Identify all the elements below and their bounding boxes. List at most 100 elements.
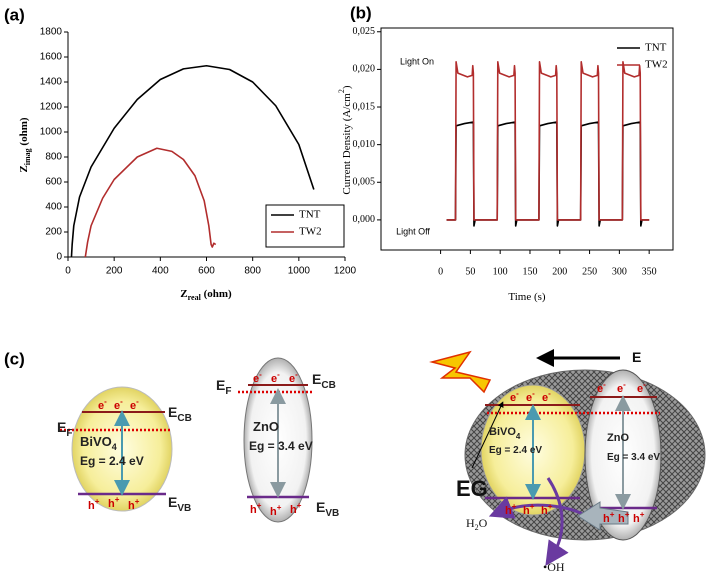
energy-level: EVB xyxy=(168,494,191,514)
y-axis-label-part: Z xyxy=(18,165,30,172)
y-axis-label-part: ) xyxy=(341,85,353,89)
material: ZnO xyxy=(607,432,629,444)
electron: e- xyxy=(98,397,107,412)
electron-part: - xyxy=(548,389,551,398)
y-tick-label: 1400 xyxy=(40,77,63,88)
hole-part: h xyxy=(108,498,115,510)
hole-part: h xyxy=(290,504,297,516)
series-line xyxy=(84,147,217,258)
electron-part: e xyxy=(526,392,532,404)
hole-part: + xyxy=(530,502,535,511)
hole-part: + xyxy=(257,501,262,510)
energy-level: EF xyxy=(57,419,72,439)
energy-level-part: E xyxy=(316,499,325,515)
energy-level: EVB xyxy=(316,499,339,519)
hole-part: h xyxy=(128,500,135,512)
electron-part: e xyxy=(98,400,104,412)
heterojunction xyxy=(429,349,706,566)
series-line xyxy=(446,121,650,227)
hole: h+ xyxy=(618,510,630,525)
electron-part: - xyxy=(295,370,298,379)
electron: e- xyxy=(271,370,280,385)
y-tick-label: 1600 xyxy=(40,52,63,63)
x-tick-label: 1200 xyxy=(334,266,357,277)
y-tick-label: 0,000 xyxy=(353,214,376,225)
energy-level-part: F xyxy=(66,428,72,439)
annotation: Light Off xyxy=(396,226,430,236)
hole-part: + xyxy=(640,510,645,519)
hole: h+ xyxy=(128,497,140,512)
electron-part: e xyxy=(271,373,277,385)
x-tick-label: 200 xyxy=(106,266,123,277)
hole-part: + xyxy=(625,510,630,519)
eg-label-part: EG xyxy=(456,476,488,501)
x-tick-label: 1000 xyxy=(288,266,311,277)
x-tick-label: 200 xyxy=(552,266,567,277)
x-tick-label: 350 xyxy=(642,266,657,277)
electron-part: e xyxy=(597,383,603,395)
energy-level-part: F xyxy=(225,386,231,397)
electron-part: - xyxy=(643,380,646,389)
energy-level-part: VB xyxy=(325,508,339,519)
energy-level-part: CB xyxy=(177,413,191,424)
electron: e- xyxy=(542,389,551,404)
band-gap: Eg = 2.4 eV xyxy=(489,445,542,456)
hole: h+ xyxy=(523,502,535,517)
electron-part: e xyxy=(542,392,548,404)
band-gap-part: Eg = 3.4 eV xyxy=(249,439,313,453)
material: ZnO xyxy=(253,419,279,434)
electron-part: - xyxy=(603,380,606,389)
energy-level-part: E xyxy=(216,377,225,393)
energy-level-part: E xyxy=(57,419,66,435)
plot-frame xyxy=(380,27,674,251)
band-gap-part: Eg = 2.4 eV xyxy=(489,445,542,456)
y-axis-label-part: imag xyxy=(23,148,32,165)
hole: h+ xyxy=(541,502,553,517)
x-axis-label: Time (s) xyxy=(508,291,546,303)
hole: h+ xyxy=(108,495,120,510)
annotation: Light On xyxy=(400,56,434,66)
x-axis-label-part: real xyxy=(188,293,202,302)
energy-level-part: CB xyxy=(321,380,335,391)
energy-level: ECB xyxy=(312,371,336,391)
material-part: BiVO xyxy=(80,434,112,449)
energy-level-part: VB xyxy=(177,503,191,514)
hole: h+ xyxy=(270,503,282,518)
electron: e- xyxy=(617,380,626,395)
water: H2O xyxy=(466,516,488,533)
electron-part: - xyxy=(104,397,107,406)
hole-part: + xyxy=(95,497,100,506)
hole: h+ xyxy=(290,501,302,516)
hole: h+ xyxy=(633,510,645,525)
hole: h+ xyxy=(88,497,100,512)
hole-part: + xyxy=(277,503,282,512)
x-tick-label: 0 xyxy=(438,266,443,277)
band-gap-part: Eg = 3.4 eV xyxy=(607,452,660,463)
hole-part: h xyxy=(541,505,548,517)
water-part: 2 xyxy=(475,523,479,532)
y-tick-label: 200 xyxy=(45,227,62,238)
band-gap: Eg = 3.4 eV xyxy=(249,439,313,453)
y-tick-label: 0,015 xyxy=(353,101,376,112)
electron-part: e xyxy=(130,400,136,412)
x-axis-label-part: (ohm) xyxy=(201,288,232,300)
y-axis-label-part: 2 xyxy=(337,89,346,93)
hole-part: + xyxy=(135,497,140,506)
water-part: O xyxy=(479,516,488,530)
y-axis-label-part: (ohm) xyxy=(18,117,30,148)
electron: e- xyxy=(253,370,262,385)
electron-part: e xyxy=(114,400,120,412)
electron: e- xyxy=(114,397,123,412)
electron-part: - xyxy=(120,397,123,406)
hole-part: + xyxy=(548,502,553,511)
y-tick-label: 400 xyxy=(45,202,62,213)
y-tick-label: 0,025 xyxy=(353,26,376,37)
x-tick-label: 150 xyxy=(522,266,537,277)
y-tick-label: 600 xyxy=(45,177,62,188)
x-axis-label-part: Z xyxy=(180,288,187,300)
electron-part: - xyxy=(259,370,262,379)
hole: h+ xyxy=(505,502,517,517)
radical: •OH xyxy=(543,560,565,574)
hole-part: + xyxy=(610,510,615,519)
